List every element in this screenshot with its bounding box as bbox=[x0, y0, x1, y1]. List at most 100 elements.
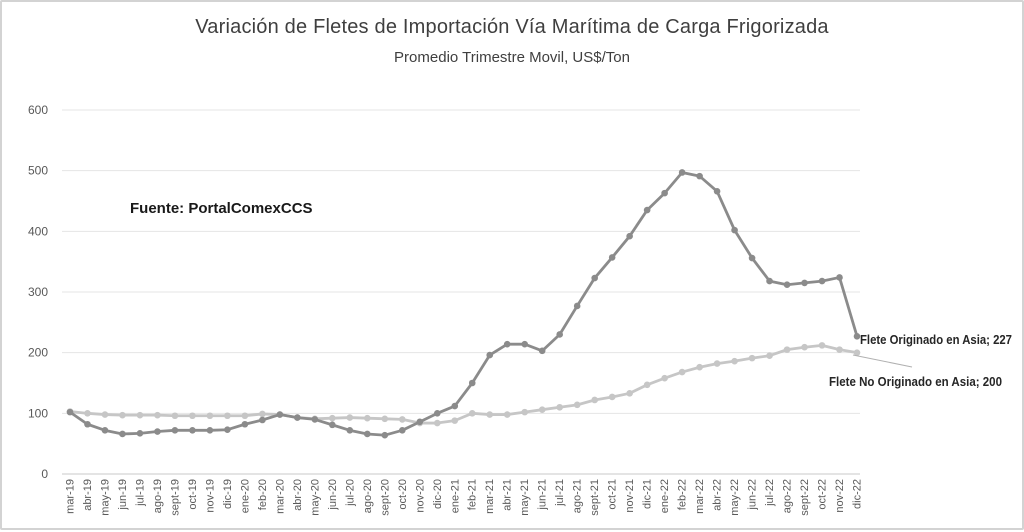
data-point-flete-no-originado-en-asia bbox=[573, 401, 581, 409]
data-point-flete-originado-en-asia bbox=[573, 302, 581, 310]
x-tick-label: dic-22 bbox=[852, 479, 864, 509]
x-tick-label: jul-21 bbox=[554, 479, 566, 507]
data-point-flete-no-originado-en-asia bbox=[241, 412, 249, 420]
data-point-flete-originado-en-asia bbox=[696, 172, 703, 180]
x-tick-label: feb-22 bbox=[677, 479, 689, 510]
data-point-flete-originado-en-asia bbox=[241, 420, 249, 428]
x-tick-label: may-20 bbox=[309, 479, 321, 516]
data-point-flete-originado-en-asia bbox=[224, 426, 231, 434]
data-point-flete-no-originado-en-asia bbox=[346, 414, 354, 421]
data-point-flete-originado-en-asia bbox=[853, 332, 861, 340]
x-tick-label: jul-20 bbox=[344, 479, 356, 507]
data-point-flete-originado-en-asia bbox=[503, 340, 511, 348]
data-point-flete-no-originado-en-asia bbox=[451, 417, 459, 424]
x-tick-label: sept-19 bbox=[169, 479, 181, 516]
data-point-flete-no-originado-en-asia bbox=[748, 354, 756, 362]
x-tick-label: feb-21 bbox=[467, 479, 479, 510]
data-point-flete-originado-en-asia bbox=[556, 331, 563, 338]
x-tick-label: jun-21 bbox=[537, 479, 549, 511]
data-point-flete-no-originado-en-asia bbox=[136, 411, 144, 419]
x-tick-label: oct-21 bbox=[607, 479, 619, 510]
data-point-flete-originado-en-asia bbox=[84, 420, 91, 428]
data-point-flete-originado-en-asia bbox=[276, 411, 284, 418]
x-tick-label: ago-20 bbox=[362, 479, 374, 513]
x-tick-label: dic-19 bbox=[222, 479, 234, 509]
data-point-flete-no-originado-en-asia bbox=[154, 411, 161, 419]
x-tick-label: abr-20 bbox=[292, 479, 304, 511]
x-tick-label: jun-19 bbox=[117, 479, 129, 511]
data-point-flete-no-originado-en-asia bbox=[661, 374, 668, 382]
series-end-label-flete-no-originado-en-asia: Flete No Originado en Asia; 200 bbox=[829, 374, 1002, 389]
data-point-flete-no-originado-en-asia bbox=[503, 411, 511, 418]
data-point-flete-no-originado-en-asia bbox=[486, 411, 494, 418]
data-point-flete-originado-en-asia bbox=[433, 410, 441, 417]
data-point-flete-no-originado-en-asia bbox=[521, 408, 529, 416]
data-point-flete-originado-en-asia bbox=[766, 277, 773, 285]
data-point-flete-originado-en-asia bbox=[521, 340, 529, 348]
data-point-flete-originado-en-asia bbox=[591, 274, 598, 282]
x-tick-label: oct-22 bbox=[817, 479, 829, 510]
x-tick-label: ene-21 bbox=[449, 479, 461, 513]
data-point-flete-no-originado-en-asia bbox=[538, 406, 546, 413]
data-point-flete-no-originado-en-asia bbox=[84, 410, 91, 417]
x-tick-label: nov-22 bbox=[834, 479, 846, 513]
data-point-flete-originado-en-asia bbox=[416, 418, 424, 426]
data-point-flete-originado-en-asia bbox=[818, 277, 826, 285]
data-point-flete-originado-en-asia bbox=[643, 206, 651, 214]
data-point-flete-no-originado-en-asia bbox=[713, 360, 721, 367]
data-point-flete-originado-en-asia bbox=[381, 431, 389, 439]
data-point-flete-no-originado-en-asia bbox=[364, 414, 371, 422]
data-point-flete-no-originado-en-asia bbox=[171, 412, 179, 420]
data-point-flete-no-originado-en-asia bbox=[626, 390, 633, 397]
data-point-flete-no-originado-en-asia bbox=[801, 343, 808, 351]
data-point-flete-originado-en-asia bbox=[119, 430, 126, 438]
source-note: Fuente: PortalComexCCS bbox=[130, 200, 313, 217]
x-tick-label: jun-20 bbox=[327, 479, 339, 511]
data-point-flete-originado-en-asia bbox=[398, 427, 406, 434]
x-tick-label: nov-19 bbox=[204, 479, 216, 513]
x-tick-label: sept-21 bbox=[589, 479, 601, 516]
data-point-flete-no-originado-en-asia bbox=[189, 412, 196, 420]
y-tick-label: 300 bbox=[28, 285, 48, 299]
x-tick-label: abr-19 bbox=[82, 479, 94, 511]
data-point-flete-originado-en-asia bbox=[136, 430, 144, 437]
data-point-flete-originado-en-asia bbox=[364, 430, 371, 438]
x-tick-label: oct-19 bbox=[187, 479, 199, 510]
x-tick-label: ene-22 bbox=[659, 479, 671, 513]
data-point-flete-no-originado-en-asia bbox=[433, 419, 441, 427]
x-tick-label: nov-20 bbox=[414, 479, 426, 513]
data-point-flete-no-originado-en-asia bbox=[818, 342, 826, 349]
data-point-flete-originado-en-asia bbox=[836, 274, 843, 281]
x-tick-label: ago-19 bbox=[152, 479, 164, 513]
x-tick-label: mar-22 bbox=[694, 479, 706, 514]
data-point-flete-originado-en-asia bbox=[486, 351, 494, 359]
y-tick-label: 100 bbox=[28, 406, 48, 420]
data-point-flete-originado-en-asia bbox=[801, 279, 808, 287]
data-point-flete-originado-en-asia bbox=[626, 232, 633, 240]
x-tick-label: may-21 bbox=[519, 479, 531, 516]
data-point-flete-no-originado-en-asia bbox=[119, 411, 126, 419]
data-point-flete-originado-en-asia bbox=[259, 416, 266, 424]
x-tick-label: jul-19 bbox=[134, 479, 146, 507]
x-tick-label: feb-20 bbox=[257, 479, 269, 510]
x-tick-label: ago-22 bbox=[782, 479, 794, 513]
data-point-flete-no-originado-en-asia bbox=[224, 412, 231, 420]
data-point-flete-originado-en-asia bbox=[748, 254, 756, 262]
x-tick-label: jun-22 bbox=[747, 479, 759, 511]
data-point-flete-no-originado-en-asia bbox=[643, 381, 651, 389]
data-point-flete-no-originado-en-asia bbox=[468, 410, 476, 417]
data-point-flete-originado-en-asia bbox=[154, 428, 161, 435]
x-tick-label: sept-22 bbox=[799, 479, 811, 516]
data-point-flete-originado-en-asia bbox=[538, 347, 546, 355]
data-point-flete-no-originado-en-asia bbox=[853, 349, 861, 356]
y-tick-label: 200 bbox=[28, 346, 48, 360]
data-point-flete-originado-en-asia bbox=[346, 427, 354, 434]
x-tick-label: may-19 bbox=[99, 479, 111, 516]
data-point-flete-no-originado-en-asia bbox=[591, 396, 598, 404]
data-point-flete-no-originado-en-asia bbox=[206, 412, 214, 420]
x-tick-label: ago-21 bbox=[572, 479, 584, 513]
data-point-flete-no-originado-en-asia bbox=[783, 346, 791, 353]
x-tick-label: abr-22 bbox=[712, 479, 724, 511]
